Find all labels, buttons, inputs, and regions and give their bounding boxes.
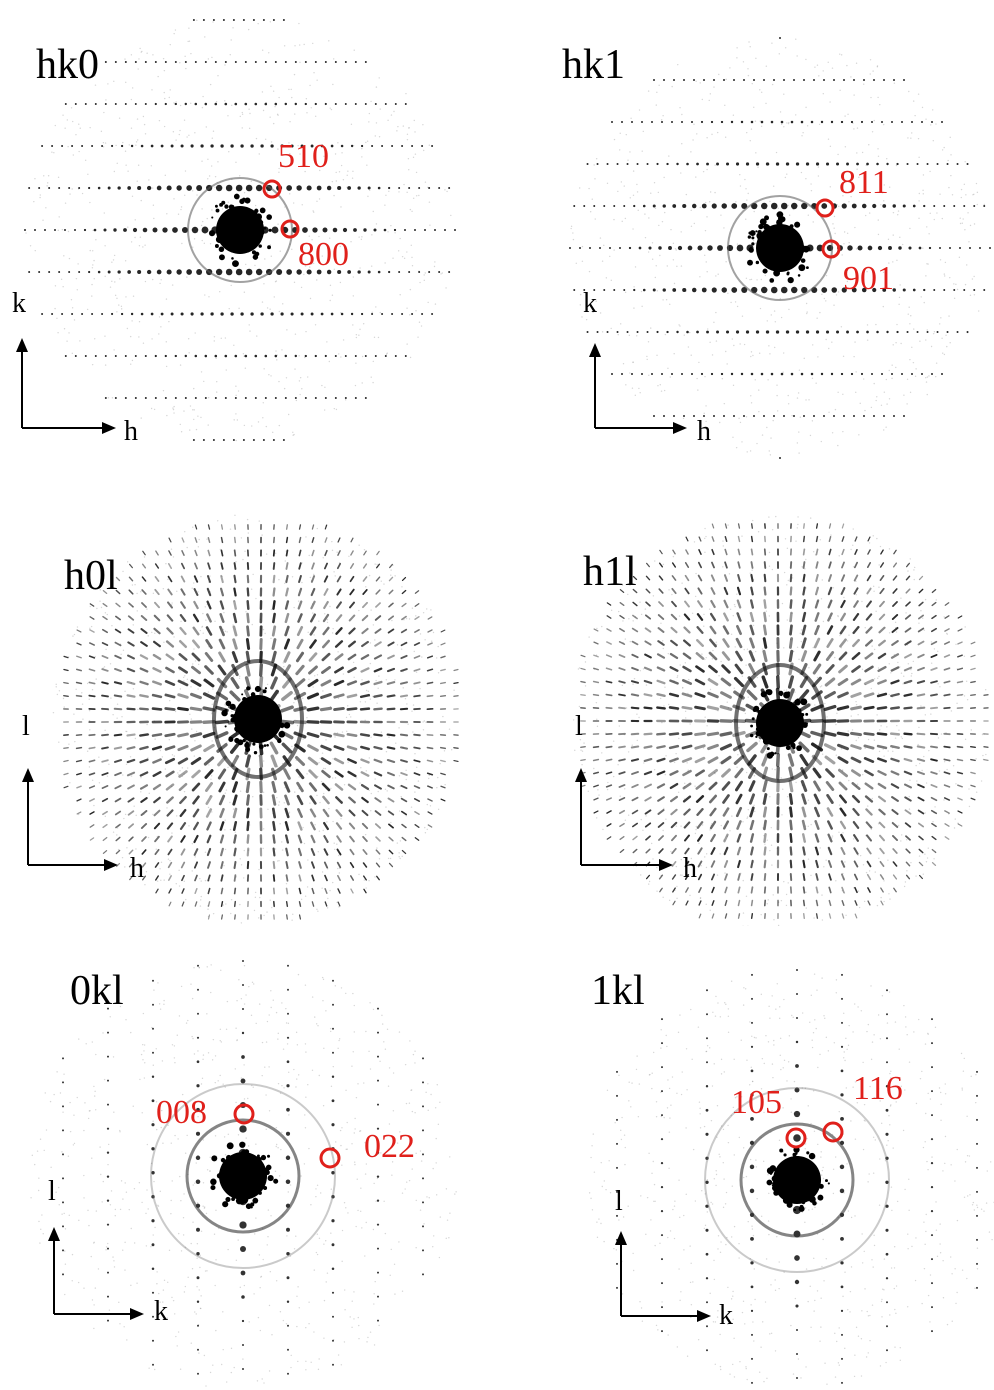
panel-0kl-axis-y: l [48,1176,56,1207]
panel-1kl: 1kl l k 105 116 [497,926,994,1389]
panel-hk1-axis-x: h [697,416,711,447]
panel-h0l: h0l l h [0,463,497,926]
panel-h1l-plot-central-beam [749,689,809,759]
panel-hk1-title: hk1 [562,42,625,88]
reflection-116-label: 116 [853,1070,903,1107]
panel-h1l-axis-x: h [683,853,697,884]
panel-1kl-title: 1kl [591,968,645,1014]
panel-h0l-plot [52,514,459,924]
panel-hk0-plot-spots [24,19,456,442]
panel-h1l-title: h1l [583,549,637,595]
reflection-800-label: 800 [298,236,349,273]
panel-0kl-plot [30,960,457,1387]
reflection-510-label: 510 [278,138,329,175]
panel-1kl-axis-x: k [719,1300,733,1331]
panel-hk0-plot-central-beam [208,193,272,268]
panel-hk1-plot [569,37,991,459]
reflection-901-label: 901 [843,260,894,297]
panel-h1l-axis-y: l [575,711,583,742]
panel-hk0: hk0 k h 510 800 [0,0,497,463]
panel-hk0-axis-y: k [12,288,26,319]
panel-1kl-axis-y: l [615,1186,623,1217]
panel-hk1: hk1 k h 811 901 [497,0,994,463]
panel-h0l-plot-spots [52,514,459,924]
panel-hk0-axis-x: h [124,416,138,447]
reflection-105-label: 105 [731,1084,782,1121]
panel-h0l-plot-central-beam [221,685,291,755]
panel-0kl-axis-x: k [154,1296,168,1327]
reflection-008-label: 008 [156,1094,207,1131]
reflection-811-label: 811 [839,164,889,201]
panel-1kl-plot-central-beam [766,1146,830,1212]
panel-h0l-axis-y: l [22,711,30,742]
panel-h1l: h1l l h [497,463,994,926]
panel-hk0-title: hk0 [36,42,99,88]
panel-h1l-plot [572,515,989,926]
panel-hk1-plot-central-beam [747,211,811,284]
panel-hk0-plot [24,19,456,442]
panel-h0l-axis-x: h [130,853,144,884]
panel-0kl-title: 0kl [70,968,124,1014]
reflection-022-label: 022 [364,1128,415,1165]
panel-1kl-plot [588,969,994,1389]
panel-hk1-axis-y: k [583,288,597,319]
panel-h0l-title: h0l [64,553,118,599]
panel-0kl-plot-central-beam [210,1141,279,1210]
panel-0kl: 0kl l k 008 022 [0,926,497,1389]
